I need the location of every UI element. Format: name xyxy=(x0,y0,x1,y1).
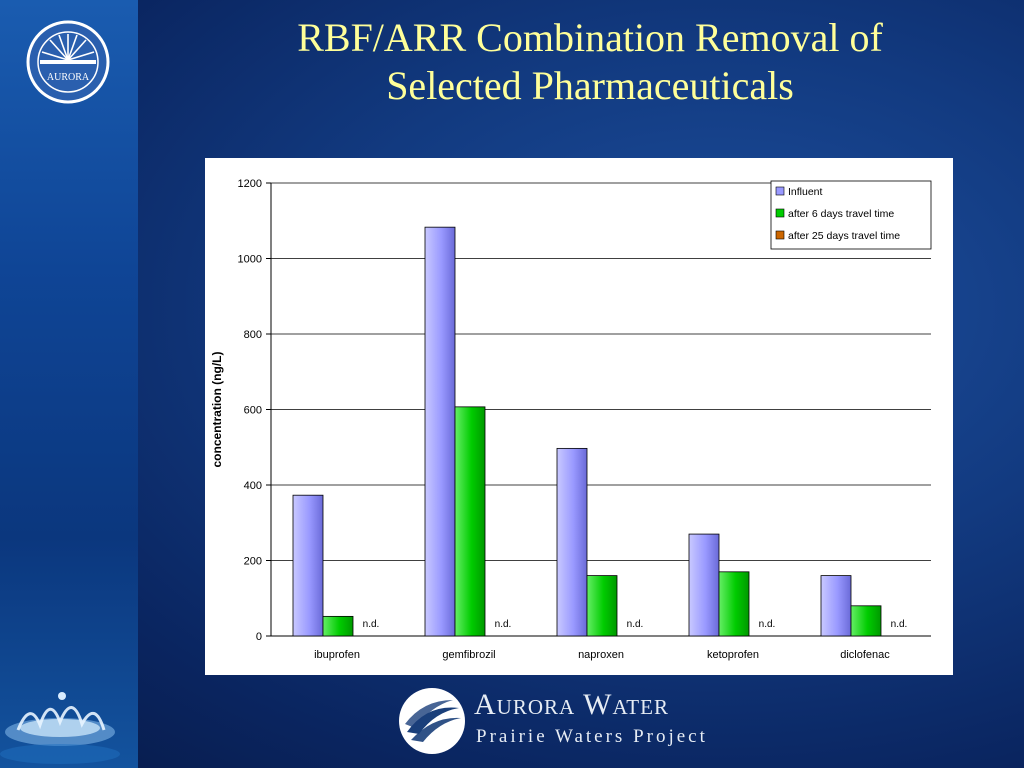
nd-annotation: n.d. xyxy=(363,619,380,630)
y-tick-label: 800 xyxy=(244,329,262,341)
bar-ibuprofen-series-0 xyxy=(292,494,324,637)
legend-box xyxy=(770,180,932,250)
aurora-water-logo xyxy=(399,688,465,754)
aurora-logo: AURORA xyxy=(26,20,110,104)
bar-gemfibrozil-series-1 xyxy=(454,406,486,637)
y-tick-label: 400 xyxy=(244,480,262,492)
legend-label-2: after 25 days travel time xyxy=(788,230,900,242)
legend-label-0: Influent xyxy=(788,186,823,198)
left-decorative-strip xyxy=(0,0,138,768)
y-tick-label: 1200 xyxy=(238,178,262,190)
nd-annotation: n.d. xyxy=(891,619,908,630)
bar-diclofenac-series-1 xyxy=(850,605,882,637)
bar-naproxen-series-0 xyxy=(556,447,588,637)
chart-panel: 0 200 400 600 800 1000 1200 concentration (ng/L… xyxy=(205,158,953,675)
slide-title: RBF/ARR Combination Removal of Selected … xyxy=(190,14,990,110)
x-tick-label: ibuprofen xyxy=(314,649,360,661)
footer-brand: Aurora Water xyxy=(474,688,669,721)
slide-title-line-2: Selected Pharmaceuticals xyxy=(386,63,794,108)
x-tick-label: gemfibrozil xyxy=(442,649,495,661)
legend-label-1: after 6 days travel time xyxy=(788,208,894,220)
nd-annotation: n.d. xyxy=(627,619,644,630)
logo-text: AURORA xyxy=(47,72,90,83)
slide-title-line-1: RBF/ARR Combination Removal of xyxy=(297,15,883,60)
legend-swatch-1 xyxy=(775,208,785,218)
y-tick-label: 1000 xyxy=(238,254,262,266)
bar-ketoprofen-series-1 xyxy=(718,571,750,637)
bar-diclofenac-series-0 xyxy=(820,575,852,637)
bar-gemfibrozil-series-0 xyxy=(424,226,456,637)
bar-chart: 0 200 400 600 800 1000 1200 concentration (ng/L… xyxy=(210,178,932,661)
legend-swatch-2 xyxy=(775,230,785,240)
y-tick-label: 600 xyxy=(244,405,262,417)
footer-subtitle: Prairie Waters Project xyxy=(476,726,708,747)
y-tick-label: 0 xyxy=(256,631,262,643)
x-tick-label: ketoprofen xyxy=(707,649,759,661)
nd-annotation: n.d. xyxy=(495,619,512,630)
bar-ibuprofen-series-1 xyxy=(322,615,354,637)
x-tick-label: diclofenac xyxy=(840,649,890,661)
bar-ketoprofen-series-0 xyxy=(688,533,720,637)
nd-annotation: n.d. xyxy=(759,619,776,630)
bar-naproxen-series-1 xyxy=(586,575,618,637)
water-splash-graphic xyxy=(0,692,120,764)
legend-swatch-0 xyxy=(775,186,785,196)
y-tick-label: 200 xyxy=(244,556,262,568)
y-axis-title: concentration (ng/L) xyxy=(210,352,224,468)
x-tick-label: naproxen xyxy=(578,649,624,661)
